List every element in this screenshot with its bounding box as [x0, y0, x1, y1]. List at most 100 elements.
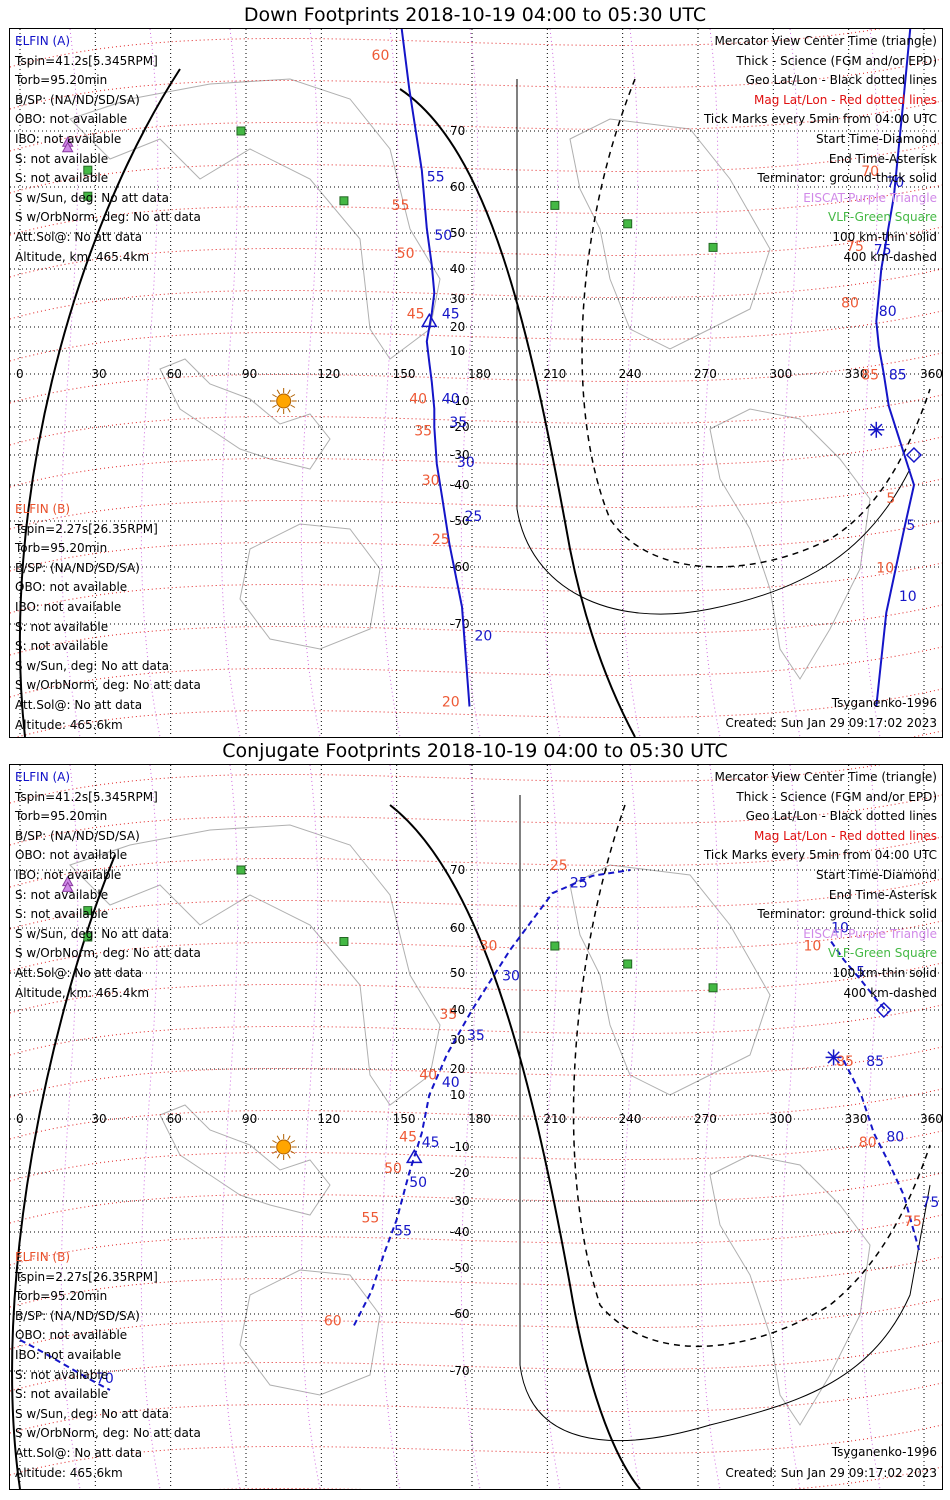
elfin-b-track-lower — [19, 1339, 111, 1391]
lon-tick-label: 90 — [242, 367, 257, 381]
elfin-b-track-segment — [842, 1059, 920, 1251]
lon-tick-label: 60 — [167, 1112, 182, 1126]
elfin-b-line: Altitude: 465.6km — [15, 1465, 123, 1480]
elfin-a-line: S w/Sun, deg: No att data — [15, 926, 169, 941]
legend-item: Tick Marks every 5min from 04:00 UTC — [703, 112, 937, 127]
elfin-a-line: OBO: not available — [15, 848, 128, 863]
elfin-a-line: Att.Sol@: No att data — [15, 229, 143, 244]
elfin-b-line: Att.Sol@: No att data — [15, 697, 143, 712]
elfin-b-line: S w/OrbNorm, deg: No att data — [15, 1426, 201, 1441]
vlf-station-marker — [623, 959, 633, 969]
track-time-label-b: 55 — [362, 1211, 380, 1227]
coastline — [159, 1104, 331, 1216]
track-time-label: 10 — [899, 589, 917, 605]
elfin-a-line: OBO: not available — [15, 112, 128, 127]
vlf-station-marker — [236, 126, 246, 136]
track-time-label: 25 — [464, 509, 482, 525]
elfin-b-line: S: not available — [15, 619, 109, 634]
track-time-label-b: 45 — [399, 1129, 417, 1145]
panel-title-down: Down Footprints 2018-10-19 04:00 to 05:3… — [243, 4, 707, 26]
track-time-label: 80 — [879, 304, 897, 320]
legend-item: Geo Lat/Lon - Black dotted lines — [745, 809, 937, 824]
map-canvas-down: 0 30 60 90 120 150 180 210 240 270 300 330 360 70 60 50… — [10, 29, 942, 737]
lat-tick-label: 50 — [450, 226, 465, 240]
created-label-conjugate: Created: Sun Jan 29 09:17:02 2023 — [725, 1466, 937, 1480]
legend-conjugate: Mercator View Center Time (triangle) Thi… — [704, 768, 937, 1003]
elfin-b-line: B/SP: (NA/ND/SD/SA) — [15, 560, 140, 575]
sun-ray — [290, 1140, 296, 1144]
track-time-label: 85 — [866, 1054, 884, 1070]
track-time-label-b: 80 — [841, 295, 859, 311]
map-panel-down: 0 30 60 90 120 150 180 210 240 270 300 330 360 70 60 50… — [9, 28, 943, 738]
terminator-ground-west — [11, 854, 116, 1489]
lat-tick-label: -70 — [450, 617, 470, 631]
legend-down: Mercator View Center Time (triangle) Thi… — [704, 32, 937, 267]
elfin-b-line: S: not available — [15, 639, 109, 654]
start-time-diamond — [875, 1001, 892, 1019]
map-panel-conjugate: 0 30 60 90 120 150 180 210 240 270 300 330 360 70 60 50… — [9, 764, 943, 1490]
model-label-conjugate: Tsyganenko-1996 — [831, 1445, 937, 1459]
track-time-label-b: 40 — [419, 1067, 437, 1083]
lat-tick-label: -20 — [450, 420, 470, 434]
legend-item: End Time-Asterisk — [828, 151, 937, 166]
mag-lat-gridline — [10, 394, 942, 446]
lon-tick-label: 330 — [845, 1112, 868, 1126]
legend-item: Geo Lat/Lon - Black dotted lines — [745, 73, 937, 88]
track-time-label-b: 80 — [859, 1135, 877, 1151]
lon-tick-label: 30 — [91, 1112, 106, 1126]
elfin-b-line: OBO: not available — [15, 580, 128, 595]
track-time-label-b: 30 — [480, 939, 498, 955]
elfin-a-line: S w/OrbNorm, deg: No att data — [15, 210, 201, 225]
lat-tick-label: -20 — [450, 1166, 470, 1180]
elfin-b-track — [875, 29, 916, 707]
lat-tick-label: -30 — [450, 1194, 470, 1208]
elfin-b-line: Tspin=2.27s[26.35RPM] — [15, 1269, 158, 1284]
elfin-b-header: ELFIN (B) — [15, 502, 71, 516]
lon-tick-label: 360 — [920, 1112, 942, 1126]
track-time-label: 85 — [889, 367, 907, 383]
lat-tick-label: 70 — [450, 124, 465, 138]
model-label-down: Tsyganenko-1996 — [831, 696, 937, 710]
panel-title-conjugate: Conjugate Footprints 2018-10-19 04:00 to… — [222, 740, 728, 762]
mag-lon-gridline — [380, 765, 401, 1489]
legend-item: VLF-Green Square — [828, 210, 937, 225]
elfin-a-info-conjugate: ELFIN (A) Tspin=41.2s[5.345RPM] Torb=95.… — [15, 768, 201, 1003]
elfin-a-line: B/SP: (NA/ND/SD/SA) — [15, 828, 140, 843]
elfin-a-line: Altitude, km: 465.4km — [15, 249, 150, 264]
legend-item: Mag Lat/Lon - Red dotted lines — [753, 92, 937, 107]
vlf-station-marker — [83, 906, 93, 916]
track-time-label: 40 — [442, 1075, 460, 1091]
track-time-label: 30 — [457, 455, 475, 471]
track-time-label-b: 85 — [861, 367, 879, 383]
vlf-station-marker — [623, 219, 633, 229]
elfin-a-line: Altitude, km: 465.4km — [15, 985, 150, 1000]
lon-tick-label: 330 — [845, 367, 868, 381]
eiscat-station-marker — [61, 881, 74, 892]
elfin-b-line: Torb=95.20min — [15, 541, 108, 556]
legend-item: Start Time-Diamond — [815, 131, 937, 146]
center-time-triangle — [421, 312, 438, 328]
elfin-a-line: Tspin=41.2s[5.345RPM] — [15, 789, 158, 804]
track-time-label-b: 50 — [397, 246, 415, 262]
coastline — [69, 78, 441, 360]
lat-tick-label: -10 — [450, 394, 470, 408]
track-time-label: 5 — [906, 518, 915, 534]
mag-lon-gridline — [540, 29, 561, 737]
sun-ray — [287, 389, 291, 395]
lon-tick-label: 210 — [543, 367, 566, 381]
elfin-b-line: Torb=95.20min — [15, 1289, 108, 1304]
lon-tick-label: 300 — [769, 1112, 792, 1126]
vlf-station-marker — [83, 165, 93, 175]
terminator-100km — [516, 79, 911, 615]
lat-tick-label: -40 — [450, 478, 470, 492]
lon-tick-label: 90 — [242, 1112, 257, 1126]
track-time-label-b: 10 — [876, 561, 894, 577]
lat-tick-label: 60 — [450, 921, 465, 935]
legend-item: Tick Marks every 5min from 04:00 UTC — [703, 848, 937, 863]
elfin-a-line: S: not available — [15, 907, 109, 922]
track-time-label: 55 — [394, 1224, 412, 1240]
legend-item: End Time-Asterisk — [828, 887, 937, 902]
coastline — [569, 118, 771, 350]
sun-ray — [272, 1150, 277, 1154]
sun-ray — [287, 407, 291, 413]
